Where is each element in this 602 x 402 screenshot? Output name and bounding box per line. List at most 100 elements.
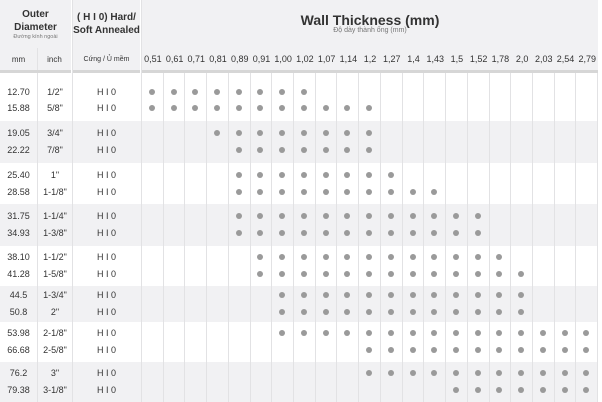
availability-dot [474, 387, 481, 393]
size-group: 38.10 1-1/2" H I 0 41.28 1-5/8" H I 0 [0, 246, 598, 286]
availability-dot [539, 370, 546, 376]
availability-dot [235, 230, 242, 236]
column-header-thickness: 1,14 [337, 48, 360, 70]
availability-dot [366, 171, 373, 178]
availability-dot [235, 171, 242, 178]
availability-dot [496, 330, 503, 336]
column-header-thickness: 1,00 [272, 48, 295, 70]
availability-dot [474, 330, 481, 336]
cell-inch: 1/2" [47, 87, 63, 97]
temper-title-line1: ( H I 0) Hard/ [77, 12, 136, 23]
availability-dot [300, 330, 307, 336]
outer-diameter-title: Outer Diameter [14, 9, 57, 33]
size-group: 25.40 1" H I 0 28.58 1-1/8" H I 0 [0, 163, 598, 204]
availability-dot [431, 330, 438, 336]
availability-dot [496, 347, 503, 353]
availability-dot [344, 213, 351, 219]
availability-dot [561, 387, 568, 393]
availability-dot [561, 347, 568, 353]
cell-mm: 41.28 [7, 269, 30, 279]
availability-dot [409, 213, 416, 219]
column-divider [575, 0, 577, 402]
availability-dot [409, 370, 416, 376]
availability-dot [431, 347, 438, 353]
cell-temper: H I 0 [96, 186, 116, 197]
availability-dot [300, 105, 307, 111]
availability-dot [431, 254, 438, 260]
availability-dot [344, 188, 351, 195]
availability-dot [409, 292, 416, 298]
availability-dot [518, 330, 525, 336]
availability-dot [257, 89, 264, 95]
availability-dot [279, 230, 286, 236]
cell-mm: 19.05 [7, 128, 30, 138]
header-separator [142, 70, 598, 73]
availability-dot [257, 130, 264, 136]
availability-dot [366, 330, 373, 336]
availability-dot [366, 188, 373, 195]
availability-dot [409, 271, 416, 277]
availability-dot [431, 230, 438, 236]
availability-dot [322, 271, 329, 277]
availability-dot [583, 370, 590, 376]
availability-dot [214, 89, 221, 95]
column-header-thickness: 1,02 [294, 48, 316, 70]
column-divider [488, 0, 490, 402]
availability-dot [387, 254, 394, 260]
availability-dot [214, 130, 221, 136]
availability-dot [474, 370, 481, 376]
cell-mm: 31.75 [7, 211, 30, 221]
availability-dot [431, 309, 438, 315]
cell-temper: H I 0 [96, 145, 116, 155]
availability-dot [496, 309, 503, 315]
availability-dot [518, 387, 525, 393]
availability-dot [257, 188, 264, 195]
availability-dot [279, 147, 286, 153]
size-group: 12.70 1/2" H I 0 15.88 5/8" H I 0 [0, 73, 598, 121]
availability-dot [583, 387, 590, 393]
availability-dot [583, 347, 590, 353]
availability-dot [452, 213, 459, 219]
availability-dot [322, 230, 329, 236]
availability-dot [300, 147, 307, 153]
availability-dot [518, 271, 525, 277]
availability-dot [431, 370, 438, 376]
cell-temper: H I 0 [96, 169, 116, 180]
size-group: 53.98 2-1/8" H I 0 66.68 2-5/8" H I 0 [0, 322, 598, 362]
availability-dot [452, 370, 459, 376]
cell-mm: 50.8 [9, 307, 28, 317]
availability-dot [344, 130, 351, 136]
availability-dot [192, 89, 199, 95]
cell-mm: 12.70 [7, 87, 30, 97]
column-header-thickness: 2,0 [511, 48, 533, 70]
column-header-thickness: 2,03 [532, 48, 555, 70]
availability-dot [148, 105, 155, 111]
availability-dot [322, 309, 329, 315]
availability-dot [452, 330, 459, 336]
column-header-thickness: 1,5 [446, 48, 468, 70]
column-header-thickness: 0,81 [207, 48, 229, 70]
availability-dot [214, 105, 221, 111]
availability-dot [300, 254, 307, 260]
availability-dot [300, 188, 307, 195]
cell-mm: 22.22 [7, 145, 30, 155]
availability-dot [431, 271, 438, 277]
availability-dot [539, 347, 546, 353]
availability-dot [322, 188, 329, 195]
outer-diameter-header: Outer Diameter Đường kính ngoài [0, 0, 71, 48]
availability-dot [387, 188, 394, 195]
wall-thickness-header: Wall Thickness (mm) Độ dày thành ống (mm… [142, 0, 598, 48]
cell-mm: 25.40 [7, 169, 30, 180]
availability-dot [344, 230, 351, 236]
availability-dot [539, 387, 546, 393]
cell-mm: 66.68 [7, 345, 30, 355]
availability-dot [452, 254, 459, 260]
cell-inch: 1-1/8" [43, 186, 67, 197]
availability-dot [235, 188, 242, 195]
availability-dot [409, 254, 416, 260]
availability-dot [300, 171, 307, 178]
availability-dot [366, 254, 373, 260]
column-divider [249, 0, 251, 402]
column-header-thickness: 0,91 [250, 48, 273, 70]
